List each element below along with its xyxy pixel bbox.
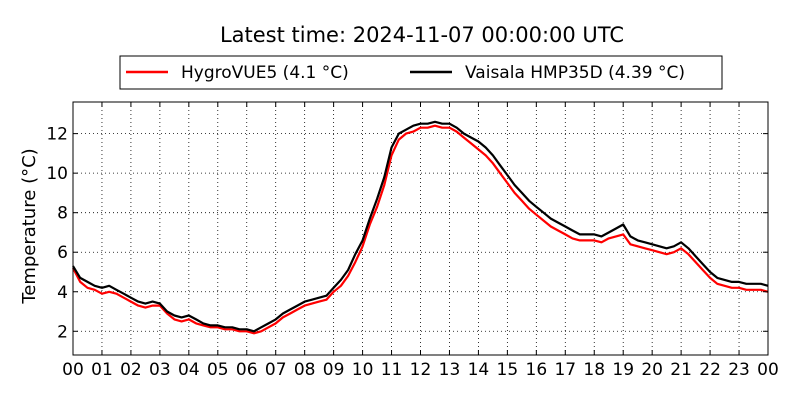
x-tick-label: 01 (91, 360, 113, 380)
x-tick-label: 00 (757, 360, 779, 380)
x-tick-label: 23 (728, 360, 750, 380)
series-line-1 (72, 120, 769, 333)
x-tick-label: 14 (468, 360, 490, 380)
series-line-0 (72, 124, 769, 335)
x-tick-label: 20 (641, 360, 663, 380)
legend-label-vaisala: Vaisala HMP35D (4.39 °C) (465, 63, 685, 83)
chart-title: Latest time: 2024-11-07 00:00:00 UTC (220, 23, 624, 47)
x-tick-label: 13 (439, 360, 461, 380)
x-tick-label: 19 (612, 360, 634, 380)
x-tick-label: 02 (120, 360, 142, 380)
x-tick-label: 15 (497, 360, 519, 380)
y-tick-label: 4 (57, 283, 68, 303)
y-tick-label: 12 (46, 125, 68, 145)
y-tick-label: 8 (57, 204, 68, 224)
x-tick-label: 18 (583, 360, 605, 380)
legend-label-hygrovue5: HygroVUE5 (4.1 °C) (181, 63, 349, 83)
x-tick-label: 11 (381, 360, 403, 380)
x-tick-label: 04 (178, 360, 200, 380)
x-tick-label: 00 (62, 360, 84, 380)
y-axis-label: Temperature (°C) (19, 148, 40, 304)
y-axis: 2 4 6 8 10 12 (46, 125, 768, 342)
y-tick-label: 10 (46, 164, 68, 184)
x-tick-label: 16 (526, 360, 548, 380)
y-tick-label: 6 (57, 243, 68, 263)
x-tick-label: 17 (554, 360, 576, 380)
x-tick-label: 06 (236, 360, 258, 380)
x-axis: 00 01 02 03 04 05 06 07 08 09 10 11 12 13 14 15 16 17 18 19… (62, 102, 779, 380)
series-lines (72, 120, 769, 335)
x-tick-label: 05 (207, 360, 229, 380)
x-tick-label: 22 (699, 360, 721, 380)
legend: HygroVUE5 (4.1 °C) Vaisala HMP35D (4.39 … (119, 55, 723, 90)
y-tick-label: 2 (57, 322, 68, 342)
x-tick-label: 21 (670, 360, 692, 380)
x-tick-label: 12 (410, 360, 432, 380)
x-tick-label: 07 (265, 360, 287, 380)
x-tick-label: 03 (149, 360, 171, 380)
x-tick-label: 10 (352, 360, 374, 380)
x-tick-label: 08 (294, 360, 316, 380)
x-tick-label: 09 (323, 360, 345, 380)
